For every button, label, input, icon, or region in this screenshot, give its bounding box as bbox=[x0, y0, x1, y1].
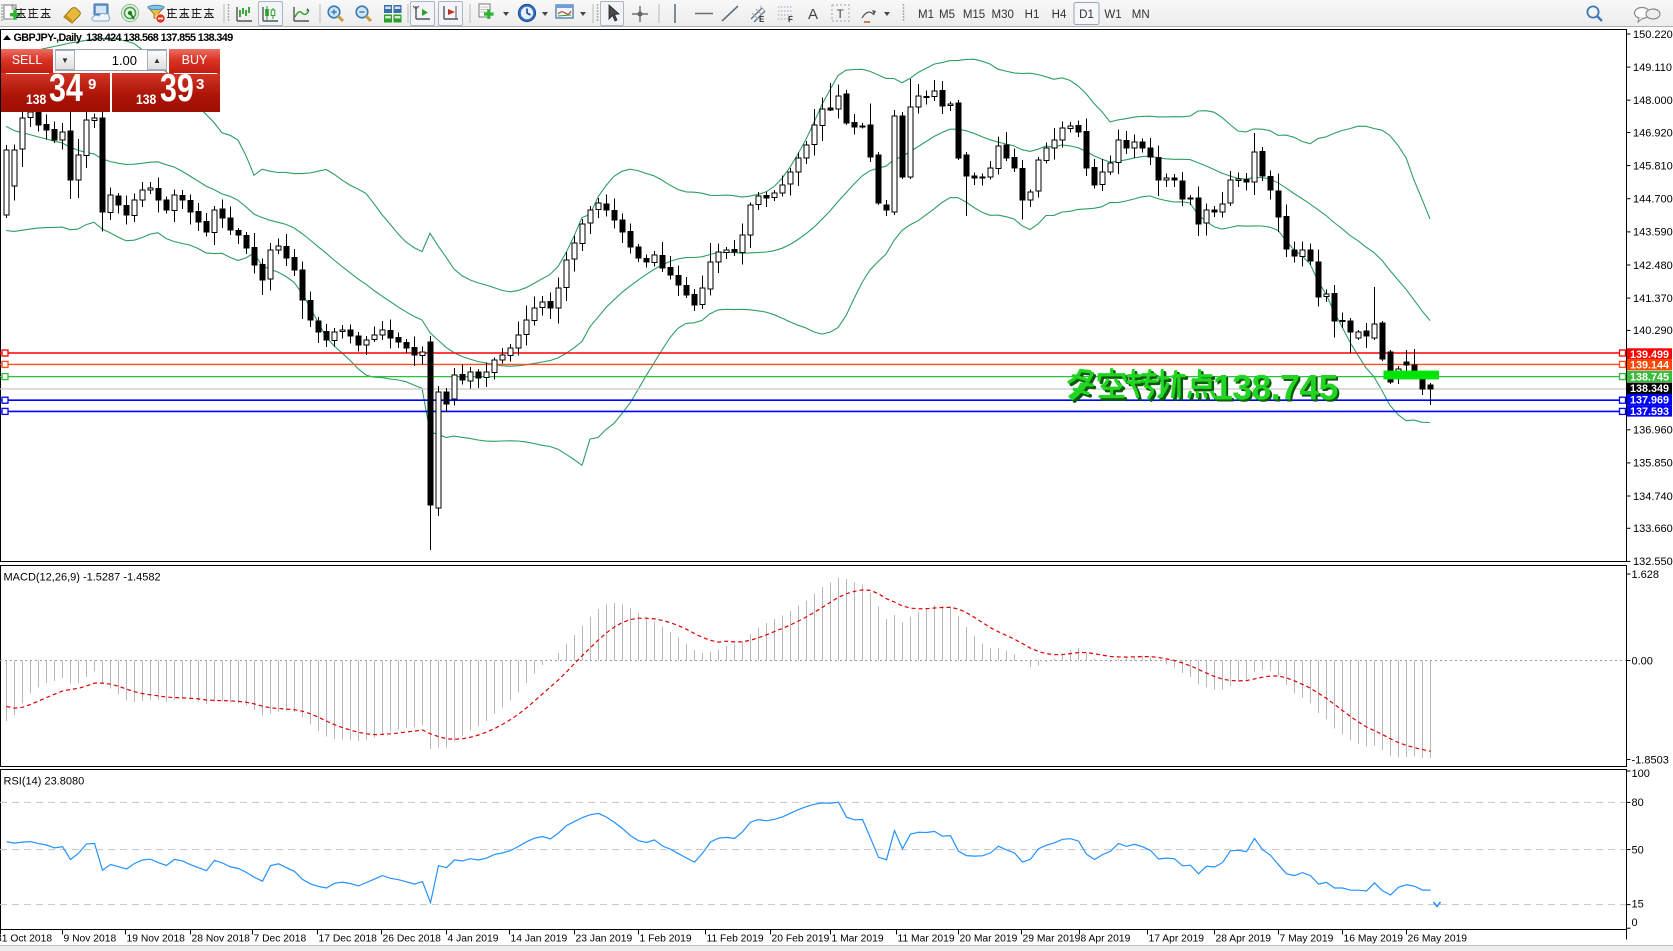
svg-text:136.960: 136.960 bbox=[1633, 425, 1673, 437]
svg-text:149.110: 149.110 bbox=[1633, 62, 1672, 74]
svg-text:MN: MN bbox=[1132, 9, 1150, 21]
svg-text:E: E bbox=[759, 15, 765, 24]
svg-text:132.550: 132.550 bbox=[1633, 556, 1673, 568]
svg-text:28 Nov 2018: 28 Nov 2018 bbox=[192, 934, 251, 945]
svg-text:H4: H4 bbox=[1052, 9, 1067, 21]
svg-text:1 Mar 2019: 1 Mar 2019 bbox=[832, 934, 884, 945]
svg-text:RSI(14) 23.8080: RSI(14) 23.8080 bbox=[4, 776, 85, 788]
svg-text:100: 100 bbox=[1632, 768, 1650, 780]
svg-text:26 Dec 2018: 26 Dec 2018 bbox=[383, 934, 442, 945]
svg-text:80: 80 bbox=[1632, 797, 1644, 809]
svg-text:137.593: 137.593 bbox=[1630, 406, 1669, 418]
svg-text:16 May 2019: 16 May 2019 bbox=[1344, 934, 1404, 945]
svg-text:28 Apr 2019: 28 Apr 2019 bbox=[1216, 934, 1272, 945]
svg-text:17 Apr 2019: 17 Apr 2019 bbox=[1149, 934, 1205, 945]
svg-text:137.969: 137.969 bbox=[1630, 395, 1669, 407]
svg-text:0.00: 0.00 bbox=[1632, 655, 1653, 667]
svg-text:29 Mar 2019: 29 Mar 2019 bbox=[1023, 934, 1081, 945]
svg-text:133.660: 133.660 bbox=[1633, 523, 1673, 535]
svg-text:H1: H1 bbox=[1025, 9, 1040, 21]
svg-text:19 Nov 2018: 19 Nov 2018 bbox=[127, 934, 186, 945]
svg-text:134.740: 134.740 bbox=[1633, 491, 1673, 503]
svg-text:20 Feb 2019: 20 Feb 2019 bbox=[772, 934, 830, 945]
svg-text:GBPJPY-,Daily 138.424 138.568: GBPJPY-,Daily 138.424 138.568 137.855 13… bbox=[14, 32, 234, 44]
svg-text:8 Apr 2019: 8 Apr 2019 bbox=[1081, 934, 1131, 945]
svg-text:23 Jan 2019: 23 Jan 2019 bbox=[576, 934, 633, 945]
svg-text:146.920: 146.920 bbox=[1633, 127, 1673, 139]
svg-text:MACD(12,26,9) -1.5287 -1.4582: MACD(12,26,9) -1.5287 -1.4582 bbox=[4, 572, 161, 584]
svg-text:135.850: 135.850 bbox=[1633, 458, 1673, 470]
svg-text:M1: M1 bbox=[918, 9, 934, 21]
svg-text:138.745: 138.745 bbox=[1630, 371, 1669, 383]
svg-text:9 Nov 2018: 9 Nov 2018 bbox=[64, 934, 117, 945]
svg-text:15: 15 bbox=[1632, 899, 1644, 911]
svg-text:150.220: 150.220 bbox=[1633, 29, 1673, 41]
svg-text:1 Feb 2019: 1 Feb 2019 bbox=[640, 934, 692, 945]
svg-text:138.745: 138.745 bbox=[1213, 368, 1338, 408]
svg-text:20 Mar 2019: 20 Mar 2019 bbox=[960, 934, 1018, 945]
svg-text:A: A bbox=[808, 6, 818, 23]
svg-text:11 Mar 2019: 11 Mar 2019 bbox=[898, 934, 955, 945]
svg-text:142.480: 142.480 bbox=[1633, 260, 1673, 272]
svg-text:W1: W1 bbox=[1104, 9, 1121, 21]
svg-text:148.000: 148.000 bbox=[1633, 95, 1673, 107]
svg-text:17 Dec 2018: 17 Dec 2018 bbox=[319, 934, 378, 945]
svg-text:4 Jan 2019: 4 Jan 2019 bbox=[448, 934, 499, 945]
svg-text:143.590: 143.590 bbox=[1633, 227, 1673, 239]
svg-text:138.745: 138.745 bbox=[1215, 370, 1340, 410]
svg-text:139.144: 139.144 bbox=[1630, 360, 1669, 372]
svg-text:145.810: 145.810 bbox=[1633, 160, 1673, 172]
svg-text:0: 0 bbox=[1632, 917, 1638, 929]
svg-text:M15: M15 bbox=[963, 9, 985, 21]
svg-text:7 Dec 2018: 7 Dec 2018 bbox=[254, 934, 307, 945]
svg-text:140.290: 140.290 bbox=[1633, 325, 1673, 337]
svg-text:144.700: 144.700 bbox=[1633, 194, 1673, 206]
svg-text:50: 50 bbox=[1632, 845, 1644, 857]
svg-text:14 Jan 2019: 14 Jan 2019 bbox=[511, 934, 568, 945]
svg-text:26 May 2019: 26 May 2019 bbox=[1408, 934, 1468, 945]
svg-text:D1: D1 bbox=[1079, 9, 1094, 21]
svg-text:1.628: 1.628 bbox=[1632, 569, 1660, 581]
svg-text:31 Oct 2018: 31 Oct 2018 bbox=[0, 934, 52, 945]
svg-text:M5: M5 bbox=[939, 9, 955, 21]
svg-text:138.349: 138.349 bbox=[1630, 383, 1669, 395]
svg-text:T: T bbox=[837, 7, 845, 21]
svg-text:11 Feb 2019: 11 Feb 2019 bbox=[707, 934, 764, 945]
svg-text:139.499: 139.499 bbox=[1630, 349, 1669, 361]
svg-text:M30: M30 bbox=[992, 9, 1014, 21]
svg-text:-1.8503: -1.8503 bbox=[1632, 754, 1669, 766]
svg-text:F: F bbox=[788, 15, 793, 24]
svg-text:141.370: 141.370 bbox=[1633, 293, 1673, 305]
svg-text:7 May 2019: 7 May 2019 bbox=[1280, 934, 1334, 945]
